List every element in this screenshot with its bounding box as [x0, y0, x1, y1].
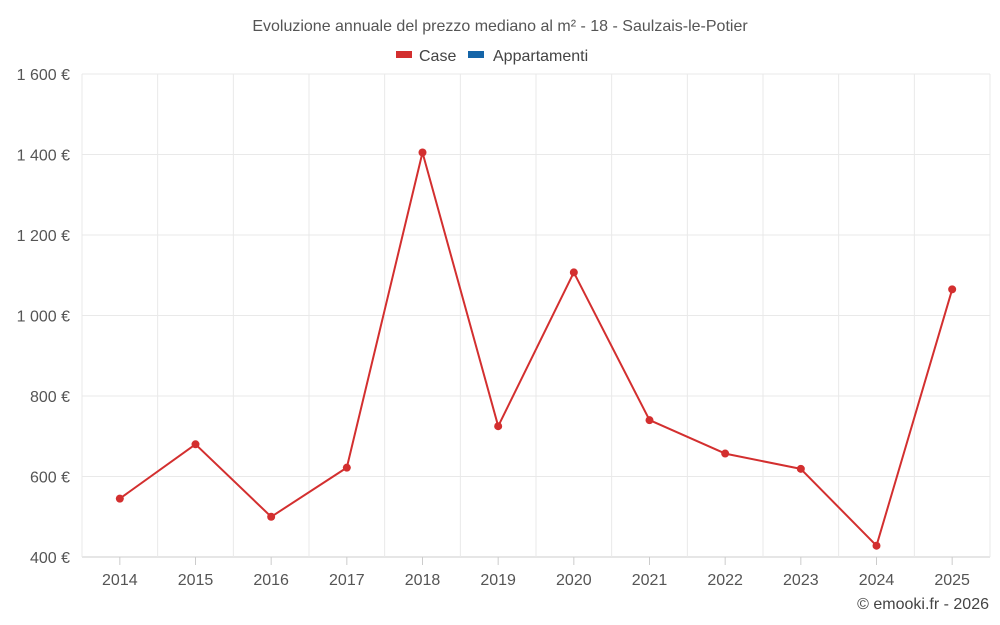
- data-point[interactable]: [872, 541, 881, 550]
- series-layer: [115, 148, 957, 550]
- x-tick-label: 2025: [934, 572, 970, 589]
- data-point[interactable]: [191, 440, 200, 449]
- x-tick-label: 2015: [178, 572, 214, 589]
- legend-item-case[interactable]: Case: [396, 48, 456, 65]
- x-tick-label: 2018: [405, 572, 441, 589]
- x-tick-label: 2020: [556, 572, 592, 589]
- series-line-case: [119, 151, 954, 547]
- x-axis: 2014 2015 2016 2017 2018 2019 2020 2021 2022 2023…: [102, 557, 970, 589]
- data-point[interactable]: [494, 422, 503, 431]
- y-tick-label: 600 €: [30, 470, 70, 487]
- legend-label-case: Case: [419, 48, 456, 65]
- data-point[interactable]: [115, 494, 124, 503]
- legend-label-appartamenti: Appartamenti: [493, 48, 588, 65]
- legend-item-appartamenti[interactable]: Appartamenti: [468, 48, 588, 65]
- chart-title: Evoluzione annuale del prezzo mediano al…: [252, 18, 748, 35]
- x-tick-label: 2019: [480, 572, 516, 589]
- x-tick-label: 2022: [707, 572, 743, 589]
- x-tick-label: 2023: [783, 572, 819, 589]
- data-point[interactable]: [721, 449, 730, 458]
- data-point[interactable]: [267, 512, 276, 521]
- legend: Case Appartamenti: [396, 48, 588, 65]
- data-point[interactable]: [569, 268, 578, 277]
- y-tick-label: 400 €: [30, 550, 70, 567]
- data-point[interactable]: [948, 285, 957, 294]
- gridlines: [81, 73, 991, 558]
- y-tick-label: 1 000 €: [17, 309, 70, 326]
- x-tick-label: 2014: [102, 572, 138, 589]
- legend-swatch-appartamenti: [468, 51, 484, 58]
- data-point[interactable]: [342, 463, 351, 472]
- x-tick-label: 2017: [329, 572, 365, 589]
- y-tick-label: 800 €: [30, 389, 70, 406]
- legend-swatch-case: [396, 51, 412, 58]
- credit-text: © emooki.fr - 2026: [857, 596, 989, 613]
- y-axis: 400 € 600 € 800 € 1 000 € 1 200 € 1 400 € 1 60…: [17, 67, 70, 567]
- x-tick-label: 2016: [253, 572, 289, 589]
- data-point[interactable]: [796, 464, 805, 473]
- y-tick-label: 1 400 €: [17, 148, 70, 165]
- x-tick-label: 2024: [859, 572, 895, 589]
- x-tick-label: 2021: [632, 572, 668, 589]
- data-point[interactable]: [645, 416, 654, 425]
- y-tick-label: 1 600 €: [17, 67, 70, 84]
- data-point[interactable]: [418, 148, 427, 157]
- y-tick-label: 1 200 €: [17, 228, 70, 245]
